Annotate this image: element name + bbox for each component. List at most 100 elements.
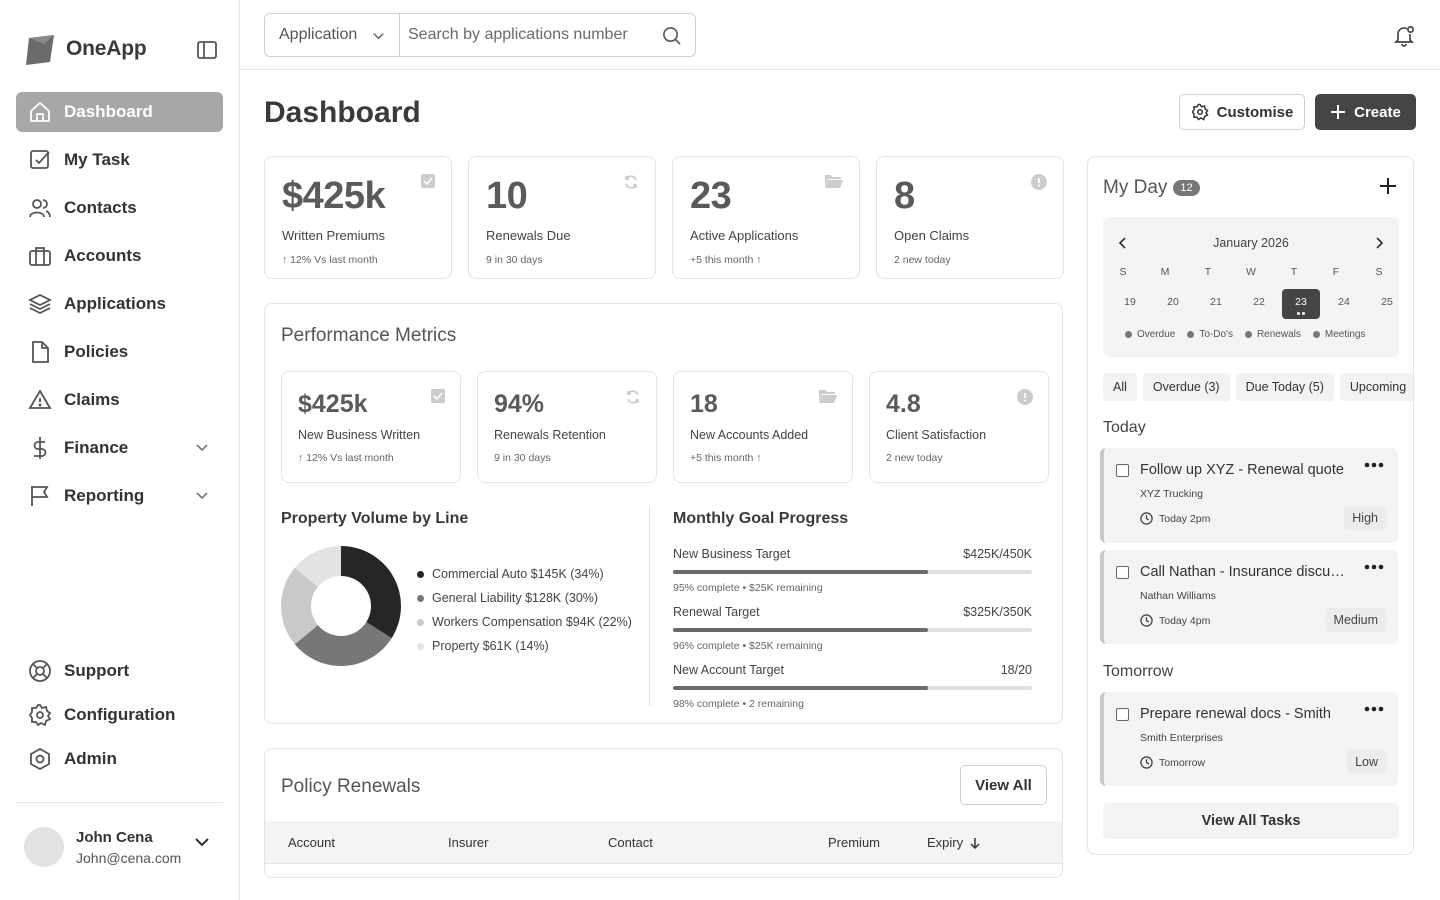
checkbox-icon — [431, 389, 445, 403]
column-header-expiry[interactable]: Expiry — [927, 835, 981, 850]
task-checkbox[interactable] — [1116, 708, 1129, 721]
sidebar-item-support[interactable]: Support — [16, 651, 223, 691]
calendar-day[interactable]: 22 — [1253, 296, 1265, 308]
top-bar: Application — [240, 0, 1440, 70]
weekday-label: S — [1375, 266, 1383, 278]
task-card[interactable]: Call Nathan - Insurance discussion Natha… — [1100, 550, 1398, 644]
sidebar-item-label: Dashboard — [64, 102, 153, 121]
sidebar-item-claims[interactable]: Claims — [16, 380, 223, 420]
chevron-down-icon[interactable] — [193, 833, 211, 851]
sidebar-item-configuration[interactable]: Configuration — [16, 695, 223, 735]
gear-icon — [1191, 103, 1209, 121]
pie-slice[interactable] — [294, 622, 392, 666]
filter-upcoming[interactable]: Upcoming — [1339, 373, 1413, 401]
search-type-select[interactable]: Application — [265, 14, 400, 56]
legend-label: Commercial Auto $145K (34%) — [432, 567, 604, 581]
column-header-account[interactable]: Account — [288, 835, 335, 850]
brand[interactable]: OneApp — [24, 32, 147, 66]
view-all-button[interactable]: View All — [960, 765, 1047, 805]
metric-card-new-accounts[interactable]: 18 New Accounts Added +5 this month ↑ — [673, 371, 853, 483]
users-icon — [28, 196, 52, 220]
goal-subtext: 95% complete • $25K remaining — [673, 582, 823, 594]
weekday-label: W — [1246, 266, 1256, 278]
goal-label: New Account Target — [673, 663, 784, 677]
metric-card-renewals-retention[interactable]: 94% Renewals Retention 9 in 30 days — [477, 371, 657, 483]
metric-value: 94% — [494, 390, 545, 418]
sidebar-item-reporting[interactable]: Reporting — [16, 476, 223, 516]
kpi-card-open-claims[interactable]: 8 Open Claims 2 new today — [876, 156, 1064, 279]
goal-progress-bar — [673, 628, 1032, 632]
policy-renewals-panel: Policy Renewals View All Account Insurer… — [264, 748, 1063, 878]
metric-card-client-satisfaction[interactable]: 4.8 Client Satisfaction 2 new today — [869, 371, 1049, 483]
task-checkbox[interactable] — [1116, 464, 1129, 477]
kpi-card-written-premiums[interactable]: $425k Written Premiums ↑ 12% Vs last mon… — [264, 156, 452, 279]
folder-icon — [825, 174, 843, 188]
sidebar-item-applications[interactable]: Applications — [16, 284, 223, 324]
create-button[interactable]: Create — [1315, 94, 1416, 130]
task-card[interactable]: Follow up XYZ - Renewal quote XYZ Trucki… — [1100, 448, 1398, 543]
section-title: Policy Renewals — [281, 776, 421, 797]
calendar-day[interactable]: 25 — [1381, 296, 1393, 308]
more-horizontal-icon[interactable] — [1364, 564, 1384, 570]
kpi-card-active-applications[interactable]: 23 Active Applications +5 this month ↑ — [672, 156, 860, 279]
sidebar-item-contacts[interactable]: Contacts — [16, 188, 223, 228]
more-horizontal-icon[interactable] — [1364, 706, 1384, 712]
chevron-right-icon[interactable] — [1374, 237, 1384, 249]
weekday-label: S — [1119, 266, 1127, 278]
sidebar-item-label: Applications — [64, 294, 167, 313]
sidebar-toggle-icon[interactable] — [196, 39, 218, 61]
sidebar-item-finance[interactable]: Finance — [16, 428, 223, 468]
plus-icon[interactable] — [1379, 177, 1397, 195]
view-all-tasks-button[interactable]: View All Tasks — [1103, 803, 1399, 839]
customise-label: Customise — [1216, 103, 1294, 121]
column-header-insurer[interactable]: Insurer — [448, 835, 488, 850]
search-input[interactable] — [400, 14, 662, 56]
notification-bell-icon[interactable] — [1392, 23, 1416, 47]
sidebar-item-admin[interactable]: Admin — [16, 739, 223, 779]
sidebar-item-dashboard[interactable]: Dashboard — [16, 92, 223, 132]
sidebar-item-policies[interactable]: Policies — [16, 332, 223, 372]
chart-title: Property Volume by Line — [281, 510, 469, 527]
kpi-card-renewals-due[interactable]: 10 Renewals Due 9 in 30 days — [468, 156, 656, 279]
legend-overdue: Overdue — [1125, 329, 1175, 340]
goal-value: $325K/350K — [963, 605, 1032, 619]
calendar-day-selected[interactable]: 23 — [1282, 289, 1320, 319]
pie-slice[interactable] — [294, 546, 341, 587]
chevron-left-icon[interactable] — [1118, 237, 1128, 249]
goal-renewal: Renewal Target $325K/350K 96% complete • … — [673, 605, 1032, 652]
legend-swatch — [417, 618, 424, 626]
pie-slice[interactable] — [341, 546, 401, 639]
calendar-day[interactable]: 24 — [1338, 296, 1350, 308]
calendar-day[interactable]: 21 — [1210, 296, 1222, 308]
sidebar-item-accounts[interactable]: Accounts — [16, 236, 223, 276]
metric-card-new-business[interactable]: $425k New Business Written ↑ 12% Vs last… — [281, 371, 461, 483]
kpi-label: Written Premiums — [282, 228, 386, 243]
pie-slice[interactable] — [281, 567, 318, 645]
kpi-label: Active Applications — [690, 228, 799, 243]
task-checkbox[interactable] — [1116, 566, 1129, 579]
column-header-premium[interactable]: Premium — [828, 835, 880, 850]
user-profile[interactable]: John Cena John@cena.com — [16, 802, 223, 867]
customise-button[interactable]: Customise — [1179, 94, 1305, 130]
task-account: Smith Enterprises — [1140, 732, 1223, 744]
info-icon — [1031, 174, 1047, 190]
column-header-contact[interactable]: Contact — [608, 835, 653, 850]
more-horizontal-icon[interactable] — [1364, 462, 1384, 468]
clock-icon — [1140, 614, 1153, 627]
search-icon[interactable] — [662, 26, 681, 45]
goal-label: New Business Target — [673, 547, 791, 561]
filter-overdue[interactable]: Overdue (3) — [1142, 373, 1230, 401]
legend-meetings: Meetings — [1312, 329, 1365, 340]
kpi-value: 23 — [690, 175, 732, 217]
sidebar-item-my-task[interactable]: My Task — [16, 140, 223, 180]
task-card[interactable]: Prepare renewal docs - Smith Smith Enter… — [1100, 692, 1398, 786]
filter-all[interactable]: All — [1103, 373, 1137, 401]
sort-down-icon — [969, 837, 981, 849]
column-label: Account — [288, 835, 335, 850]
goal-progress-bar — [673, 570, 1032, 574]
kpi-subtext: ↑ 12% Vs last month — [282, 254, 378, 266]
calendar-day[interactable]: 20 — [1167, 296, 1179, 308]
filter-due-today[interactable]: Due Today (5) — [1235, 373, 1334, 401]
sidebar-item-label: Admin — [64, 749, 117, 768]
calendar-day[interactable]: 19 — [1124, 296, 1136, 308]
